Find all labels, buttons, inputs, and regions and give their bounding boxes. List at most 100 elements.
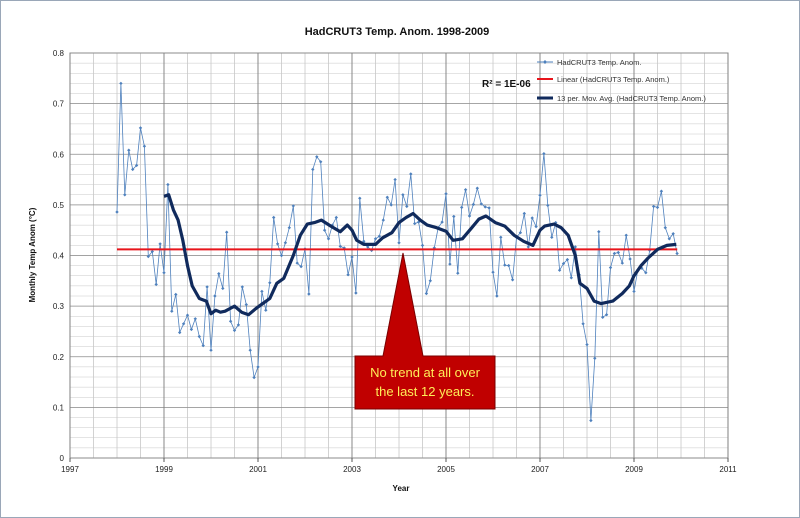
monthly-data-point <box>158 242 162 246</box>
monthly-data-point <box>628 257 632 261</box>
y-tick-label: 0 <box>60 454 65 463</box>
y-tick-label: 0.3 <box>53 302 65 311</box>
x-tick-label: 1997 <box>61 465 79 474</box>
monthly-data-point <box>487 206 491 210</box>
monthly-data-point <box>593 356 597 361</box>
monthly-data-point <box>248 348 252 352</box>
monthly-data-point <box>483 205 487 209</box>
monthly-data-point <box>397 241 401 245</box>
monthly-data-point <box>338 244 342 249</box>
x-tick-label: 2005 <box>437 465 455 474</box>
y-tick-label: 0.6 <box>53 150 65 159</box>
monthly-data-point <box>409 172 413 176</box>
monthly-data-point <box>252 375 256 380</box>
monthly-data-point <box>624 233 628 237</box>
y-tick-label: 0.2 <box>53 353 65 362</box>
monthly-data-point <box>381 218 385 222</box>
monthly-data-point <box>295 261 299 265</box>
monthly-data-point <box>557 268 562 272</box>
monthly-data-point <box>201 343 205 348</box>
x-tick-label: 2007 <box>531 465 549 474</box>
monthly-data-point <box>432 246 436 250</box>
monthly-data-point <box>291 204 295 208</box>
monthly-data-point <box>299 264 303 269</box>
monthly-data-point <box>675 251 679 256</box>
monthly-data-point <box>554 220 558 225</box>
monthly-data-point <box>209 348 213 352</box>
monthly-data-point <box>354 291 358 295</box>
legend-label-moving-avg: 13 per. Mov. Avg. (HadCRUT3 Temp. Anom.) <box>557 94 706 103</box>
monthly-data-point <box>479 202 483 206</box>
series-line-monthly <box>116 83 678 421</box>
monthly-data-point <box>326 237 331 241</box>
monthly-data-point <box>452 214 456 219</box>
monthly-data-point <box>589 418 593 423</box>
monthly-data-point <box>644 271 648 275</box>
monthly-data-point <box>272 215 276 220</box>
monthly-data-point <box>166 182 170 187</box>
monthly-data-point <box>197 334 201 339</box>
monthly-data-point <box>499 235 503 239</box>
monthly-data-point <box>162 271 166 275</box>
monthly-data-point <box>146 254 150 259</box>
monthly-data-point <box>268 281 272 285</box>
monthly-data-point <box>507 263 511 268</box>
monthly-data-point <box>663 226 667 230</box>
y-tick-label: 0.1 <box>53 403 65 412</box>
monthly-data-point <box>205 285 209 289</box>
monthly-data-point <box>123 193 127 197</box>
monthly-data-point <box>189 327 194 332</box>
monthly-data-point <box>651 204 656 209</box>
monthly-data-point <box>659 189 664 193</box>
legend: HadCRUT3 Temp. Anom. Linear (HadCRUT3 Te… <box>537 58 706 103</box>
monthly-data-point <box>510 278 515 282</box>
monthly-data-point <box>420 243 425 248</box>
monthly-data-point <box>228 319 233 324</box>
monthly-data-point <box>546 203 550 208</box>
monthly-data-point <box>495 294 499 298</box>
monthly-data-point <box>244 302 248 307</box>
monthly-data-point <box>503 263 507 267</box>
monthly-data-point <box>401 193 405 197</box>
callout-shape <box>354 252 496 410</box>
x-tick-label: 2003 <box>343 465 361 474</box>
callout-line-1: No trend at all over <box>370 365 481 380</box>
y-tick-label: 0.7 <box>53 100 65 109</box>
legend-marker-monthly <box>543 60 547 64</box>
monthly-data-point <box>467 214 472 218</box>
monthly-data-point <box>358 196 362 200</box>
x-tick-label: 2009 <box>625 465 643 474</box>
monthly-data-point <box>608 265 613 270</box>
monthly-data-point <box>322 228 327 232</box>
monthly-data-point <box>569 276 573 280</box>
monthly-data-point <box>213 294 217 298</box>
x-tick-label: 1999 <box>155 465 173 474</box>
monthly-data-point <box>565 257 570 262</box>
monthly-data-point <box>542 152 546 156</box>
monthly-data-point <box>138 126 143 130</box>
monthly-data-point <box>319 160 323 164</box>
monthly-data-point <box>264 308 268 312</box>
x-tick-label: 2001 <box>249 465 267 474</box>
monthly-data-point <box>585 342 589 347</box>
x-axis-title: Year <box>393 484 410 493</box>
y-tick-label: 0.8 <box>53 49 65 58</box>
monthly-data-point <box>127 148 131 152</box>
y-tick-label: 0.5 <box>53 201 65 210</box>
monthly-data-point <box>640 266 644 270</box>
monthly-data-point <box>667 237 671 241</box>
monthly-data-point <box>632 289 636 294</box>
monthly-data-point <box>217 272 221 276</box>
monthly-data-point <box>534 224 538 229</box>
series-line-moving-average <box>163 193 677 317</box>
monthly-data-point <box>181 322 186 326</box>
monthly-data-point <box>342 246 346 250</box>
monthly-data-point <box>389 203 393 207</box>
monthly-data-point <box>671 232 675 236</box>
monthly-data-point <box>491 270 495 274</box>
monthly-data-point <box>526 245 530 249</box>
monthly-data-point <box>597 230 601 234</box>
monthly-data-point <box>178 330 182 335</box>
